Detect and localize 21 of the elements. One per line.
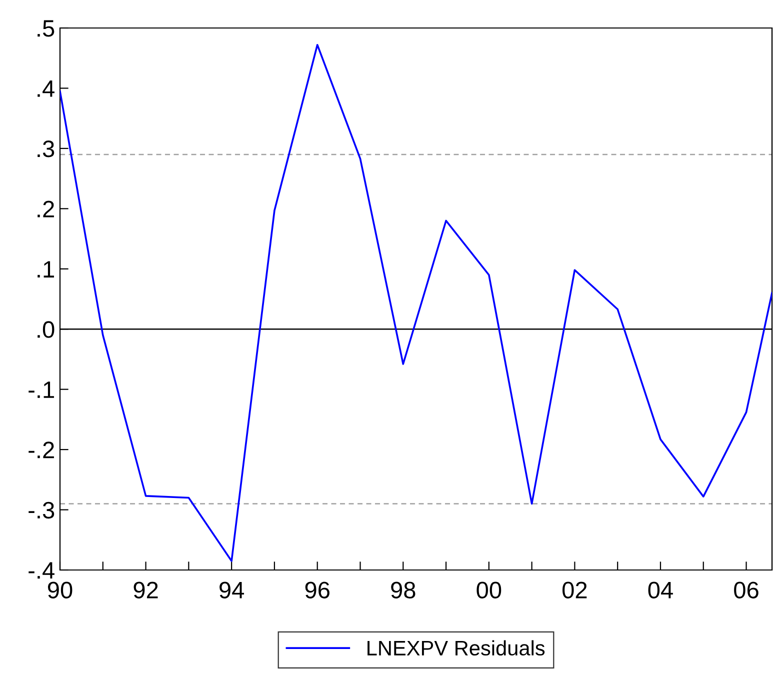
x-tick-label: 02 <box>562 582 587 598</box>
y-tick-label: .4 <box>38 80 54 97</box>
y-tick-label: .3 <box>38 140 54 158</box>
y-tick-label: .0 <box>38 321 54 338</box>
line-series <box>60 44 772 562</box>
x-tick-label: 90 <box>48 582 72 598</box>
x-tick-label: 98 <box>391 582 416 598</box>
legend-label: LNEXPV Residuals <box>368 640 545 656</box>
x-tick-label: 96 <box>305 582 330 598</box>
y-tick-label: -.3 <box>28 502 54 519</box>
y-tick-label: .1 <box>38 261 54 278</box>
y-tick-label: .5 <box>38 20 54 37</box>
x-tick-label: 92 <box>134 582 158 598</box>
y-tick-label: .2 <box>38 200 54 218</box>
y-tick-label: -.1 <box>28 382 54 398</box>
x-tick-label: 06 <box>734 582 758 598</box>
y-tick-label: -.2 <box>28 442 54 458</box>
x-tick-label: 00 <box>476 582 502 598</box>
x-tick-label: 04 <box>648 582 673 598</box>
y-tick-label: -.4 <box>28 562 54 579</box>
x-tick-label: 94 <box>220 582 244 598</box>
